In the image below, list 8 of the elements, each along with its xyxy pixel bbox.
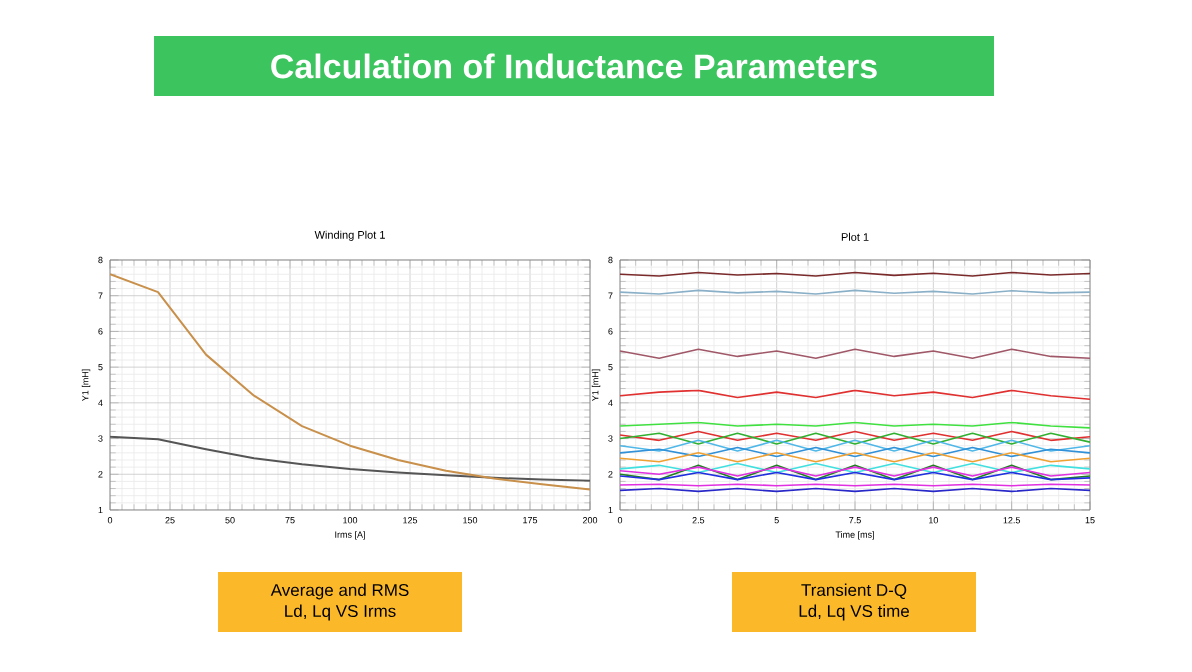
line-series xyxy=(620,464,1090,481)
text: Ld, Lq VS Irms xyxy=(285,604,396,621)
text: Transient D-Q xyxy=(801,583,907,600)
text: Average and RMS xyxy=(270,583,409,600)
text: Ld, Lq VS time xyxy=(799,604,909,621)
text: Calculation of Inductance Parameters xyxy=(271,53,877,79)
line-series xyxy=(110,273,591,491)
line-series xyxy=(110,435,591,482)
